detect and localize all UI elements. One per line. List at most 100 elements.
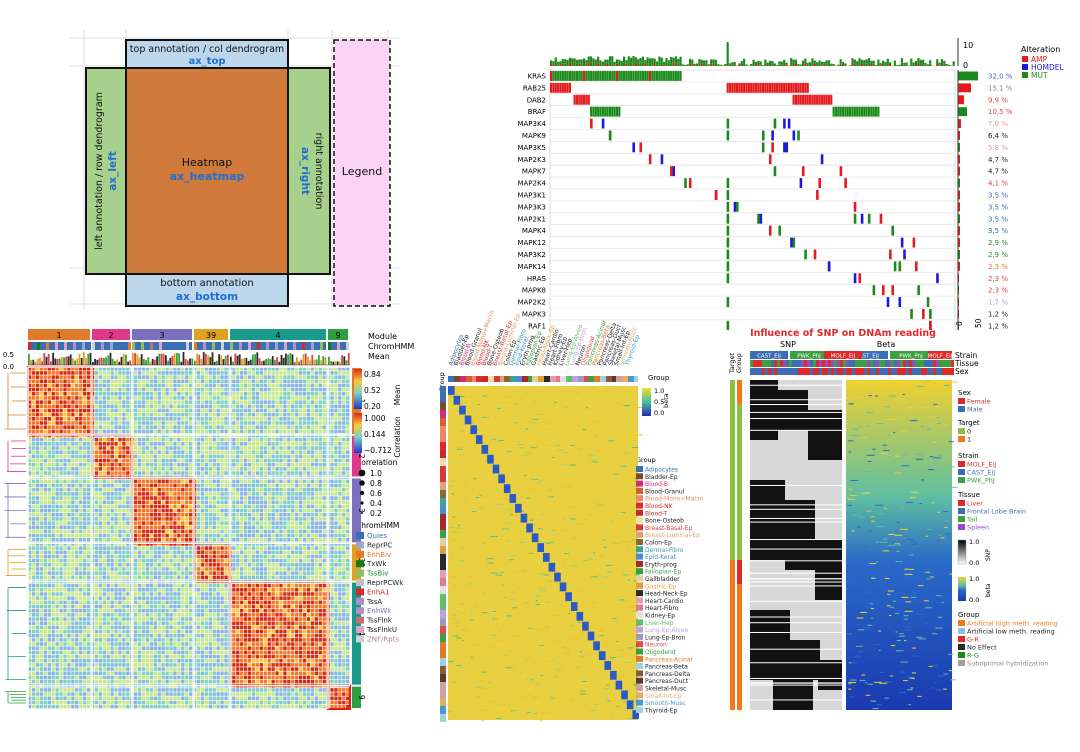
chromhmm-cell — [34, 342, 37, 350]
oncoprint-sample-bar — [759, 64, 762, 66]
corr-cell — [259, 437, 264, 442]
corr-cell — [271, 383, 275, 388]
corr-cell — [71, 479, 75, 484]
corr-cell — [134, 492, 138, 496]
oncoprint-sample-bar — [646, 62, 649, 66]
corr-cell — [71, 525, 75, 530]
corr-cell — [346, 392, 350, 396]
corr-cell — [86, 437, 91, 442]
corr-cell — [149, 458, 154, 463]
oncoprint-sample-bar — [728, 64, 732, 66]
corr-cell — [79, 558, 83, 563]
corr-cell — [322, 417, 326, 421]
corr-cell — [79, 529, 83, 534]
corr-cell — [259, 487, 264, 492]
mean-bar — [339, 361, 341, 365]
corr-cell — [181, 558, 185, 563]
corr-cell — [141, 546, 146, 550]
corr-cell — [161, 412, 165, 417]
corr-cell — [126, 525, 130, 530]
mean-bar — [234, 353, 237, 365]
oncoprint-cell — [778, 82, 781, 93]
oncoprint-cell — [568, 82, 571, 93]
oncoprint-percent-label: 3,5 % — [988, 192, 1008, 200]
corr-cell — [94, 437, 99, 442]
corr-cell — [165, 496, 169, 500]
corr-cell — [63, 367, 67, 371]
corr-cell — [141, 467, 146, 471]
corr-cell — [39, 442, 44, 446]
corr-cell — [267, 492, 271, 496]
oncoprint-sample-bar — [564, 63, 567, 66]
mean-bar — [302, 354, 305, 365]
corr-cell — [157, 546, 161, 550]
oncoprint-cell — [658, 71, 661, 81]
corr-cell — [318, 446, 322, 450]
chromhmm-cell — [257, 342, 260, 350]
oncoprint-percent-label: 2,3 % — [988, 275, 1008, 283]
corr-cell — [43, 408, 48, 413]
corr-cell — [306, 396, 311, 400]
corr-cell — [153, 492, 157, 496]
corr-cell — [330, 529, 334, 534]
corr-cell — [346, 563, 350, 567]
corr-cell — [94, 487, 99, 492]
corr-cell — [302, 529, 307, 534]
corr-cell — [177, 558, 181, 563]
corr-cell — [334, 529, 338, 534]
corr-cell — [43, 429, 48, 434]
corr-cell — [126, 533, 130, 538]
corr-cell — [259, 558, 264, 563]
corr-cell — [189, 454, 193, 459]
corr-cell — [153, 504, 157, 509]
oncoprint-gene-freq-bar — [958, 166, 960, 176]
oncoprint-percent-label: 32,0 % — [988, 73, 1013, 81]
corr-cell — [141, 392, 146, 396]
oncoprint-sample-bar — [632, 62, 635, 66]
corr-cell — [220, 458, 224, 463]
corr-cell — [330, 417, 334, 421]
corr-cell — [110, 546, 114, 550]
chromhmm-cell — [64, 342, 67, 350]
oncoprint-sample-bar — [778, 64, 781, 66]
oncoprint-gene-freq-bar — [958, 202, 960, 212]
corr-cell — [173, 437, 177, 442]
corr-cell — [71, 442, 75, 446]
corr-cell — [63, 375, 67, 379]
corr-cell — [102, 408, 106, 413]
corr-cell — [236, 379, 240, 384]
chromhmm-cell — [186, 342, 189, 350]
corr-cell — [302, 504, 307, 509]
corr-cell — [181, 487, 185, 492]
corr-cell — [275, 454, 279, 459]
corr-cell — [145, 387, 150, 392]
corr-cell — [35, 496, 40, 500]
corr-cell — [75, 383, 79, 388]
corr-cell — [295, 483, 299, 488]
mean-bar — [160, 353, 163, 365]
corr-cell — [173, 446, 177, 450]
oncoprint-sample-bar — [841, 62, 845, 65]
corr-cell — [59, 400, 63, 404]
corr-cell — [47, 383, 51, 388]
corr-cell — [134, 533, 138, 538]
corr-cell — [291, 512, 295, 517]
corr-cell — [118, 525, 122, 530]
corr-cell — [118, 529, 122, 534]
corr-cell — [267, 429, 271, 434]
oncoprint-sample-bar — [832, 65, 835, 66]
corr-cell — [47, 429, 51, 434]
oncoprint-cell — [929, 320, 932, 330]
corr-cell — [302, 512, 307, 517]
corr-cell — [63, 462, 67, 467]
corr-cell — [338, 533, 342, 538]
corr-cell — [287, 550, 291, 555]
corr-cell — [165, 404, 169, 409]
oncoprint-sample-bar — [853, 59, 856, 64]
corr-cell — [310, 367, 315, 371]
corr-cell — [240, 492, 244, 496]
corr-cell — [35, 421, 40, 425]
corr-cell — [251, 546, 256, 550]
corr-cell — [181, 379, 185, 384]
oncoprint-cell — [783, 142, 786, 153]
